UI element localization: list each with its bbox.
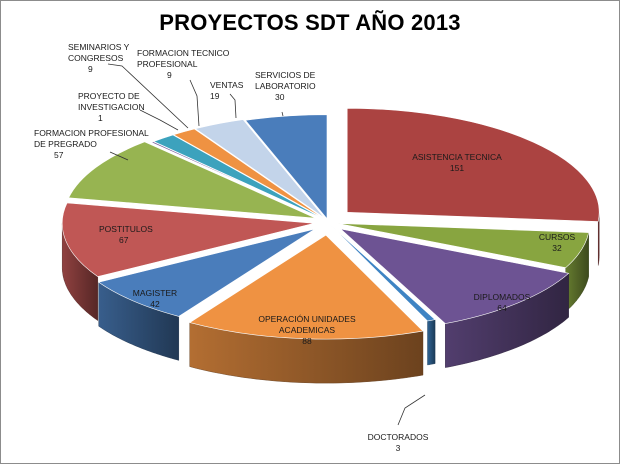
pie-slice-formacion-tecnico-profesional bbox=[172, 128, 324, 219]
pie-slice-doctorados bbox=[330, 224, 436, 322]
leader-line-formacion-tecnico-profesional bbox=[189, 79, 200, 127]
data-label-proyecto-de-investigacion: PROYECTO DE INVESTIGACION 1 bbox=[78, 91, 145, 123]
chart-title: PROYECTOS SDT AÑO 2013 bbox=[159, 10, 461, 35]
data-label-formacion-profesional-de-pregrado: FORMACION PROFESIONAL DE PREGRADO 57 bbox=[34, 128, 149, 160]
data-label-doctorados: DOCTORADOS 3 bbox=[368, 432, 429, 453]
pie-slice-servicios-de-laboratorio bbox=[244, 114, 328, 220]
pie-slice-cursos bbox=[337, 223, 590, 269]
pie-tops bbox=[61, 107, 600, 340]
pie-slice-formacion-profesional-de-pregrado bbox=[68, 141, 316, 219]
data-label-operacion-unidades-academicas: OPERACIÓN UNIDADES ACADEMICAS 88 bbox=[258, 314, 356, 346]
data-label-postitulos: POSTITULOS 67 bbox=[99, 224, 153, 245]
leader-line-ventas bbox=[229, 93, 237, 119]
data-label-magister: MAGISTER 42 bbox=[133, 288, 177, 309]
pie-labels: ASISTENCIA TECNICA 151 CURSOS 32 DIPLOMADOS 6… bbox=[34, 42, 576, 453]
leader-line-doctorados bbox=[397, 394, 426, 426]
leader-line-formacion-profesional-de-pregrado bbox=[109, 151, 129, 161]
data-label-formacion-tecnico-profesional: FORMACION TECNICO PROFESIONAL 9 bbox=[137, 48, 230, 80]
pie-sides bbox=[62, 212, 600, 384]
pie-side-doctorados bbox=[427, 319, 436, 366]
pie-slice-ventas bbox=[194, 119, 325, 219]
data-label-servicios-de-laboratorio: SERVICIOS DE LABORATORIO 30 bbox=[255, 70, 316, 102]
data-label-asistencia-tecnica: ASISTENCIA TECNICA 151 bbox=[412, 152, 502, 173]
leader-line-servicios-de-laboratorio bbox=[281, 111, 284, 117]
pie-slice-diplomados bbox=[339, 228, 570, 324]
pie-slice-magister bbox=[97, 228, 316, 317]
pie-slice-postitulos bbox=[61, 202, 315, 277]
pie-slice-proyecto-de-investigacion bbox=[150, 141, 323, 220]
data-label-ventas: VENTAS 19 bbox=[210, 80, 244, 101]
pie-slice-asistencia-tecnica bbox=[346, 107, 600, 222]
pie-slice-seminarios-y-congresos bbox=[153, 134, 324, 219]
data-label-seminarios-y-congresos: SEMINARIOS Y CONGRESOS 9 bbox=[68, 42, 130, 74]
data-label-diplomados: DIPLOMADOS 64 bbox=[474, 292, 531, 313]
leader-line-proyecto-de-investigacion bbox=[139, 109, 179, 131]
data-label-cursos: CURSOS 32 bbox=[539, 232, 576, 253]
leader-line-seminarios-y-congresos bbox=[107, 63, 189, 129]
pie-slice-operacion-unidades-academicas bbox=[188, 234, 424, 340]
